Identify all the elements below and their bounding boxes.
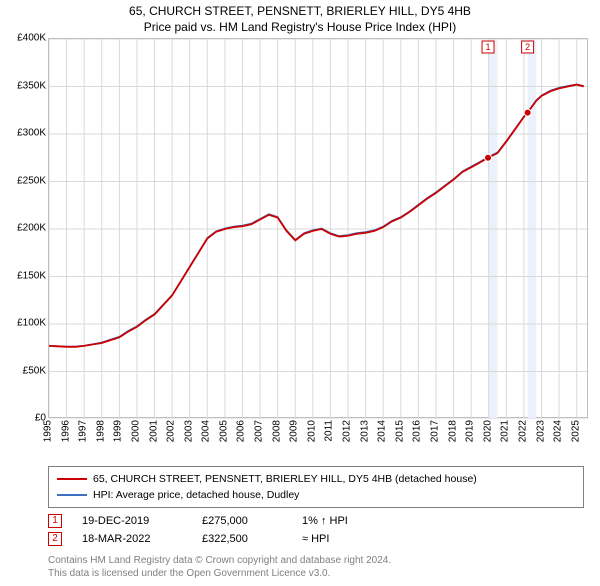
svg-text:2: 2 [525, 42, 530, 52]
svg-text:1: 1 [486, 42, 491, 52]
footer-line2: This data is licensed under the Open Gov… [48, 567, 584, 580]
legend-row: HPI: Average price, detached house, Dudl… [57, 487, 575, 503]
x-tick-label: 2013 [359, 420, 370, 442]
marker-badge: 1 [48, 514, 62, 528]
x-tick-label: 2010 [306, 420, 317, 442]
legend-row: 65, CHURCH STREET, PENSNETT, BRIERLEY HI… [57, 471, 575, 487]
x-tick-label: 2005 [218, 420, 229, 442]
x-tick-label: 2024 [553, 420, 564, 442]
x-axis-labels: 1995199619971998199920002001200220032004… [48, 420, 588, 460]
x-tick-label: 2025 [570, 420, 581, 442]
marker-price: £322,500 [202, 533, 282, 545]
title-address: 65, CHURCH STREET, PENSNETT, BRIERLEY HI… [8, 4, 592, 18]
x-tick-label: 2023 [535, 420, 546, 442]
x-tick-label: 2012 [342, 420, 353, 442]
legend-swatch [57, 478, 87, 480]
x-tick-label: 2016 [412, 420, 423, 442]
y-tick-label: £200K [17, 223, 46, 234]
x-tick-label: 2017 [429, 420, 440, 442]
y-tick-label: £100K [17, 318, 46, 329]
x-tick-label: 2020 [482, 420, 493, 442]
x-tick-label: 1995 [43, 420, 54, 442]
marker-row: 2 18-MAR-2022 £322,500 ≈ HPI [48, 530, 584, 548]
x-tick-label: 2007 [254, 420, 265, 442]
x-tick-label: 2002 [166, 420, 177, 442]
chart-container: 65, CHURCH STREET, PENSNETT, BRIERLEY HI… [0, 0, 600, 586]
y-tick-label: £350K [17, 80, 46, 91]
x-tick-label: 1999 [113, 420, 124, 442]
x-tick-label: 2008 [271, 420, 282, 442]
y-axis-labels: £0£50K£100K£150K£200K£250K£300K£350K£400… [8, 38, 48, 418]
x-tick-label: 1997 [78, 420, 89, 442]
x-tick-label: 2003 [183, 420, 194, 442]
x-tick-label: 2019 [465, 420, 476, 442]
y-tick-label: £400K [17, 33, 46, 44]
x-tick-label: 2009 [289, 420, 300, 442]
x-tick-label: 2021 [500, 420, 511, 442]
footer: Contains HM Land Registry data © Crown c… [48, 554, 584, 580]
x-tick-label: 1996 [60, 420, 71, 442]
x-tick-label: 1998 [95, 420, 106, 442]
y-tick-label: £150K [17, 270, 46, 281]
x-tick-label: 2000 [130, 420, 141, 442]
footer-line1: Contains HM Land Registry data © Crown c… [48, 554, 584, 567]
legend-swatch [57, 494, 87, 496]
legend: 65, CHURCH STREET, PENSNETT, BRIERLEY HI… [48, 466, 584, 508]
marker-price: £275,000 [202, 515, 282, 527]
marker-note: 1% ↑ HPI [302, 515, 348, 527]
marker-date: 18-MAR-2022 [82, 533, 182, 545]
chart-area: £0£50K£100K£150K£200K£250K£300K£350K£400… [8, 38, 592, 462]
x-tick-label: 2001 [148, 420, 159, 442]
y-tick-label: £300K [17, 128, 46, 139]
x-tick-label: 2004 [201, 420, 212, 442]
x-tick-label: 2018 [447, 420, 458, 442]
legend-label: 65, CHURCH STREET, PENSNETT, BRIERLEY HI… [93, 473, 477, 485]
x-tick-label: 2022 [517, 420, 528, 442]
x-tick-label: 2014 [377, 420, 388, 442]
y-tick-label: £250K [17, 175, 46, 186]
marker-row: 1 19-DEC-2019 £275,000 1% ↑ HPI [48, 512, 584, 530]
plot-svg: 12 [49, 39, 589, 419]
marker-badge: 2 [48, 532, 62, 546]
legend-label: HPI: Average price, detached house, Dudl… [93, 489, 299, 501]
x-tick-label: 2006 [236, 420, 247, 442]
marker-date: 19-DEC-2019 [82, 515, 182, 527]
marker-note: ≈ HPI [302, 533, 329, 545]
marker-table: 1 19-DEC-2019 £275,000 1% ↑ HPI 2 18-MAR-2022… [48, 512, 584, 548]
y-tick-label: £50K [23, 365, 46, 376]
title-block: 65, CHURCH STREET, PENSNETT, BRIERLEY HI… [8, 4, 592, 34]
title-subtitle: Price paid vs. HM Land Registry's House … [8, 20, 592, 34]
x-tick-label: 2011 [324, 420, 335, 442]
x-tick-label: 2015 [394, 420, 405, 442]
plot-area: 12 [48, 38, 588, 418]
